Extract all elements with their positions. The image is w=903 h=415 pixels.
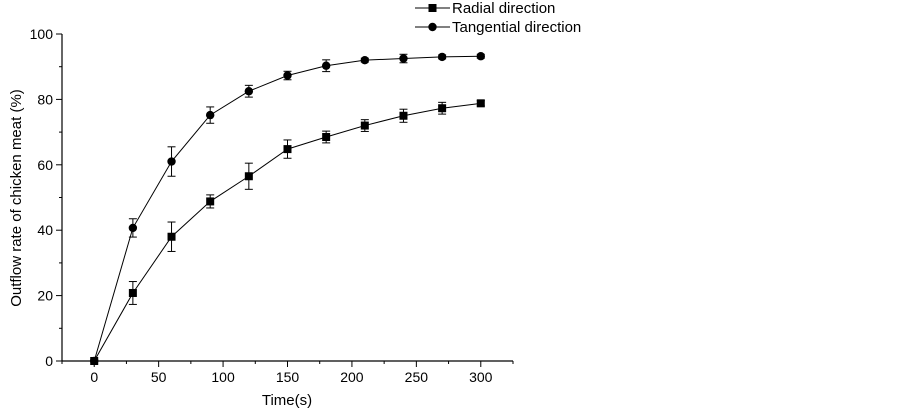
data-point [438,104,447,113]
y-tick-label: 20 [37,288,53,304]
data-point [437,52,447,62]
data-point [399,54,408,63]
x-tick-label: 50 [151,369,167,385]
legend-item: Radial direction [415,0,555,17]
legend-marker [428,4,437,12]
x-tick-label: 100 [211,369,235,385]
legend-label: Tangential direction [452,19,581,36]
series-radial [90,99,485,365]
data-point [322,133,331,142]
x-tick-label: 0 [90,369,98,385]
ticks: 0 50 100 150 200 250 300 0 20 40 60 80 100 [30,26,514,385]
axes [61,34,513,362]
y-tick-label: 80 [37,91,53,107]
data-point [476,52,485,61]
legend-marker [428,22,437,32]
y-tick-label: 60 [37,157,53,173]
data-point [244,172,253,181]
legend-label: Radial direction [452,0,555,17]
data-point [360,55,370,65]
data-point [244,87,254,96]
data-point [283,71,292,80]
data-point [167,157,176,166]
data-point [90,356,99,366]
series-line [93,55,481,362]
data-point [399,111,408,120]
data-point [128,223,138,233]
data-point [476,99,485,108]
legend-item: Tangential direction [415,19,581,36]
y-tick-label: 40 [37,222,53,238]
data-point [360,121,369,130]
x-tick-label: 200 [340,369,364,385]
x-tick-label: 300 [469,369,493,385]
data-point [128,288,137,297]
data-point [321,61,331,70]
series-tangential [90,52,485,366]
data-point [283,145,292,154]
legend: Radial direction Tangential direction [415,0,581,36]
y-axis-label: Outflow rate of chicken meat (%) [8,89,25,307]
data-point [205,110,215,120]
y-tick-label: 100 [30,26,54,42]
data-point [167,232,176,241]
y-tick-label: 0 [45,353,53,369]
data-point [206,197,215,206]
series-layer [90,52,485,366]
x-axis-label: Time(s) [262,392,312,409]
x-tick-label: 250 [405,369,429,385]
x-tick-label: 150 [276,369,300,385]
